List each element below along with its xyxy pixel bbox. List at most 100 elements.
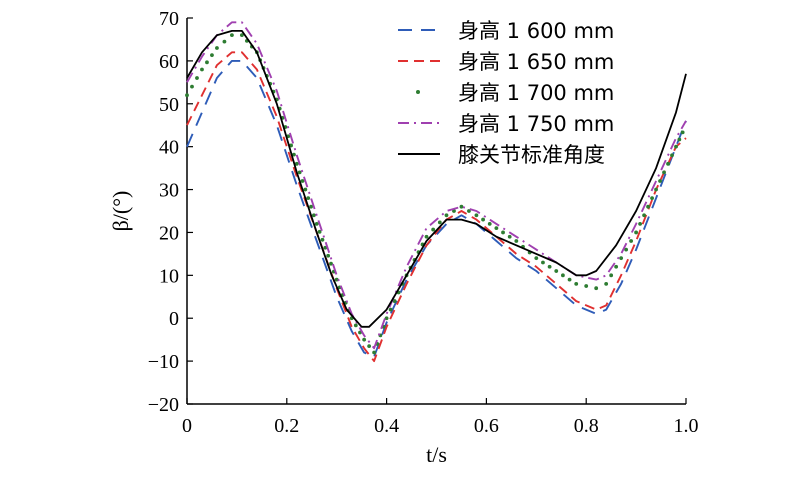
series-layer bbox=[185, 21, 687, 363]
series-line bbox=[186, 51, 687, 363]
series-point bbox=[303, 187, 308, 192]
series-point bbox=[200, 67, 204, 72]
legend-label: 身高 1 700 mm bbox=[458, 81, 614, 105]
series-point bbox=[501, 230, 505, 235]
series-point bbox=[658, 179, 662, 183]
x-tick-label: 0.4 bbox=[374, 415, 399, 437]
series-point bbox=[650, 196, 654, 201]
series-point bbox=[677, 137, 682, 142]
series-point bbox=[561, 273, 565, 278]
series-point bbox=[222, 39, 227, 44]
series-point bbox=[594, 286, 599, 291]
series-point bbox=[481, 217, 485, 222]
series-point bbox=[437, 220, 442, 225]
legend-item: 身高 1 650 mm bbox=[398, 50, 614, 74]
series-point bbox=[604, 282, 609, 286]
series-point bbox=[300, 179, 305, 183]
legend-item: 膝关节标准角度 bbox=[398, 143, 605, 167]
legend-item: 身高 1 750 mm bbox=[398, 112, 614, 136]
series-point bbox=[362, 337, 367, 342]
y-ticks: −20 −10 0 10 20 30 40 50 60 70 bbox=[148, 8, 193, 416]
series-point bbox=[444, 213, 449, 218]
series-point bbox=[317, 229, 322, 234]
series-point bbox=[507, 234, 512, 239]
series-point bbox=[205, 60, 209, 65]
y-tick-label: −10 bbox=[148, 351, 179, 373]
x-tick-label: 0 bbox=[182, 415, 192, 437]
series-point bbox=[494, 226, 499, 231]
x-tick-label: 0.6 bbox=[474, 415, 499, 437]
legend-label: 膝关节标准角度 bbox=[458, 143, 605, 167]
legend-label: 身高 1 600 mm bbox=[458, 19, 614, 43]
x-tick-label: 0.2 bbox=[274, 415, 299, 437]
series-point bbox=[662, 170, 666, 175]
y-tick-label: 50 bbox=[159, 94, 179, 116]
series-point bbox=[624, 247, 629, 252]
series-point bbox=[311, 213, 316, 218]
series-point bbox=[215, 46, 219, 50]
series-point bbox=[619, 256, 624, 261]
series-point bbox=[584, 284, 589, 288]
series-point bbox=[534, 256, 539, 261]
x-tick-label: 0.8 bbox=[574, 415, 599, 437]
x-axis-title: t/s bbox=[426, 442, 447, 467]
series-point bbox=[614, 264, 619, 269]
series-point bbox=[514, 239, 519, 243]
series-point bbox=[666, 161, 670, 166]
series-point bbox=[567, 277, 572, 282]
series-point bbox=[629, 239, 634, 243]
series-point bbox=[541, 260, 545, 265]
series-line bbox=[186, 59, 687, 358]
legend-item: 身高 1 600 mm bbox=[398, 19, 614, 43]
series-point bbox=[185, 93, 189, 98]
series-point bbox=[292, 152, 296, 157]
series-point bbox=[646, 204, 650, 209]
series-point bbox=[210, 53, 214, 58]
series-point bbox=[309, 204, 313, 209]
series-point bbox=[670, 153, 674, 158]
y-tick-label: 70 bbox=[159, 8, 179, 30]
x-tick-label: 1.0 bbox=[674, 415, 699, 437]
legend: 身高 1 600 mm 身高 1 650 mm 身高 1 700 mm 身高 1 75… bbox=[398, 19, 614, 167]
series-point bbox=[329, 261, 333, 266]
series-point bbox=[372, 350, 377, 355]
legend-label: 身高 1 750 mm bbox=[458, 112, 614, 136]
series-point bbox=[320, 237, 325, 242]
series-point bbox=[190, 84, 194, 89]
series-point bbox=[353, 323, 358, 328]
series-point bbox=[326, 253, 331, 258]
series-point bbox=[634, 230, 638, 235]
series-point bbox=[574, 282, 579, 286]
y-tick-label: 60 bbox=[159, 51, 179, 73]
series-point bbox=[609, 273, 614, 278]
series-point bbox=[306, 196, 311, 201]
series-point bbox=[314, 221, 319, 226]
series-point bbox=[547, 264, 552, 269]
series-point bbox=[195, 76, 199, 80]
series-line bbox=[186, 30, 687, 328]
series-point bbox=[474, 213, 479, 218]
legend-swatch bbox=[416, 90, 420, 94]
series-point bbox=[392, 299, 397, 303]
y-tick-label: 40 bbox=[159, 137, 179, 159]
y-tick-label: 20 bbox=[159, 222, 179, 244]
series-point bbox=[239, 33, 244, 38]
y-tick-label: 0 bbox=[169, 308, 179, 330]
series-point bbox=[674, 144, 678, 149]
series-point bbox=[638, 221, 642, 226]
series-point bbox=[367, 344, 372, 348]
y-tick-label: −20 bbox=[148, 394, 179, 416]
y-axis-title: β/(°) bbox=[108, 191, 133, 232]
series-point bbox=[642, 213, 646, 218]
series-point bbox=[334, 277, 339, 282]
legend-label: 身高 1 650 mm bbox=[458, 50, 614, 74]
series-point bbox=[654, 187, 658, 192]
y-tick-label: 10 bbox=[159, 265, 179, 287]
series-point bbox=[487, 221, 492, 226]
series-point bbox=[554, 269, 559, 273]
x-ticks: 0 0.2 0.4 0.6 0.8 1.0 bbox=[182, 398, 699, 437]
series-point bbox=[459, 204, 464, 209]
series-point bbox=[680, 130, 685, 135]
series-point bbox=[297, 170, 302, 175]
